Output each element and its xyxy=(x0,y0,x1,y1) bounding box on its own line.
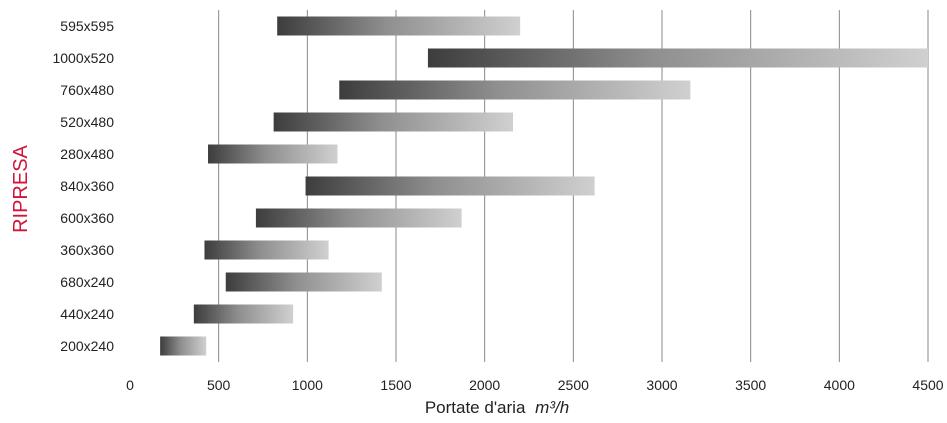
y-tick-labels: 595x595 1000x520 760x480 520x480 280x480 840x… xyxy=(52,18,114,354)
x-tick-label: 0 xyxy=(126,377,134,393)
bar-600x360 xyxy=(255,208,462,228)
bar-200x240 xyxy=(160,336,207,356)
x-tick-label: 1000 xyxy=(292,377,323,393)
y-tick-label: 760x480 xyxy=(60,82,114,98)
x-tick-label: 4500 xyxy=(912,377,943,393)
bar-1000x520 xyxy=(427,48,928,68)
bar-440x240 xyxy=(193,304,294,324)
bar-280x480 xyxy=(208,144,338,164)
x-tick-label: 4000 xyxy=(824,377,855,393)
bars xyxy=(160,16,928,356)
y-tick-label: 595x595 xyxy=(60,18,114,34)
bar-680x240 xyxy=(225,272,382,292)
x-tick-label: 1500 xyxy=(380,377,411,393)
x-tick-label: 500 xyxy=(207,377,231,393)
y-tick-label: 360x360 xyxy=(60,242,114,258)
y-tick-label: 520x480 xyxy=(60,114,114,130)
y-tick-label: 200x240 xyxy=(60,338,114,354)
x-tick-labels: 0 500 1000 1500 2000 2500 3000 3500 4000 4500 xyxy=(126,377,944,393)
x-axis-title-text: Portate d'aria xyxy=(425,398,526,417)
x-tick-label: 3000 xyxy=(646,377,677,393)
y-tick-label: 1000x520 xyxy=(52,50,114,66)
bar-595x595 xyxy=(277,16,521,36)
x-tick-label: 2000 xyxy=(469,377,500,393)
bar-840x360 xyxy=(305,176,595,196)
y-tick-label: 680x240 xyxy=(60,274,114,290)
bar-520x480 xyxy=(273,112,514,132)
bar-760x480 xyxy=(339,80,691,100)
y-tick-label: 440x240 xyxy=(60,306,114,322)
y-tick-label: 600x360 xyxy=(60,210,114,226)
x-axis-title: Portate d'aria m³/h xyxy=(425,398,569,417)
bar-360x360 xyxy=(204,240,329,260)
y-tick-label: 280x480 xyxy=(60,146,114,162)
y-tick-label: 840x360 xyxy=(60,178,114,194)
y-axis-title: RIPRESA xyxy=(10,144,32,232)
x-tick-label: 2500 xyxy=(558,377,589,393)
x-tick-label: 3500 xyxy=(735,377,766,393)
x-axis-title-unit: m³/h xyxy=(535,398,569,417)
